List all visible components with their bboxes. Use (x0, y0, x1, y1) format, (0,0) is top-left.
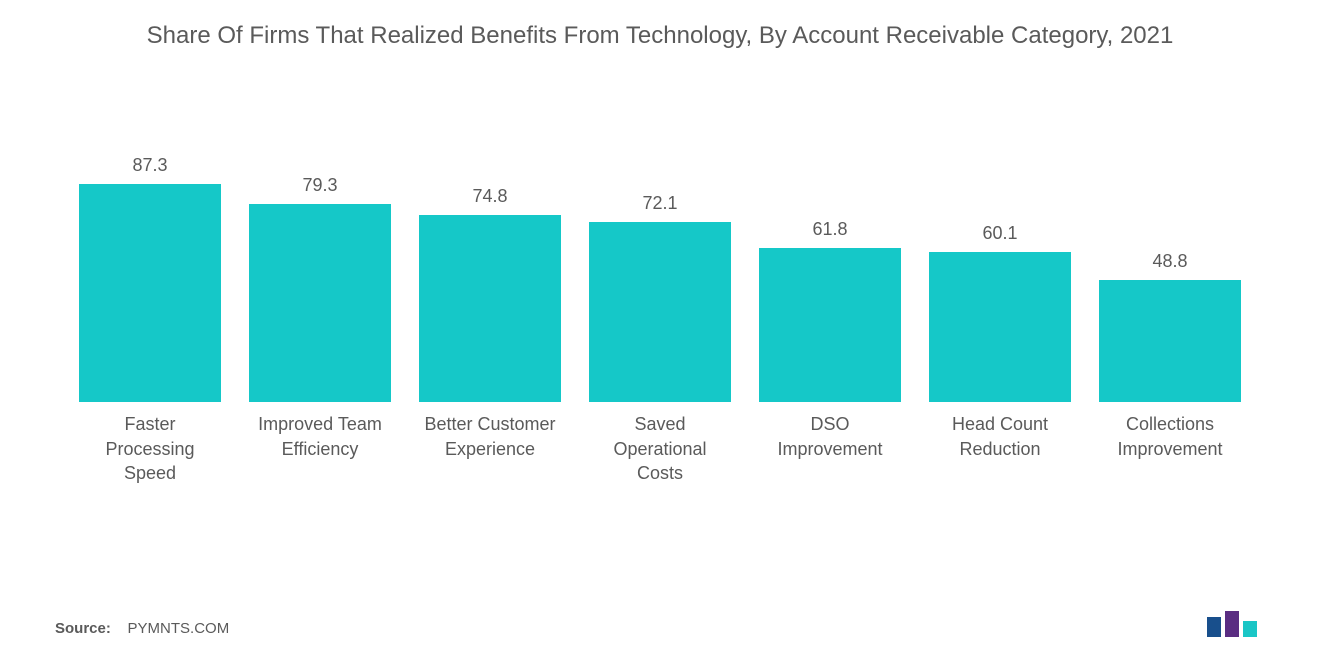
bar-value-label: 48.8 (1152, 251, 1187, 272)
bar (79, 184, 221, 402)
bar-group: 79.3 (249, 175, 391, 402)
labels-row: Faster Processing Speed Improved Team Eff… (55, 412, 1265, 485)
bar (759, 248, 901, 403)
bar-group: 72.1 (589, 193, 731, 402)
bar (249, 204, 391, 402)
bar-value-label: 79.3 (302, 175, 337, 196)
chart-container: Share Of Firms That Realized Benefits Fr… (0, 0, 1320, 665)
category-label: Better Customer Experience (419, 412, 561, 485)
bar-group: 74.8 (419, 186, 561, 402)
bar-group: 48.8 (1099, 251, 1241, 402)
bar-value-label: 87.3 (132, 155, 167, 176)
footer: Source: PYMNTS.COM (55, 609, 1265, 637)
bar-value-label: 74.8 (472, 186, 507, 207)
chart-title: Share Of Firms That Realized Benefits Fr… (110, 20, 1210, 52)
bar (419, 215, 561, 402)
bar-group: 87.3 (79, 155, 221, 402)
bar-value-label: 61.8 (812, 219, 847, 240)
source-citation: Source: PYMNTS.COM (55, 620, 229, 637)
category-label: Improved Team Efficiency (249, 412, 391, 485)
source-label: Source: (55, 620, 111, 637)
bars-row: 87.3 79.3 74.8 72.1 61.8 60.1 48.8 (55, 122, 1265, 402)
bar-group: 61.8 (759, 219, 901, 403)
bar-value-label: 72.1 (642, 193, 677, 214)
category-label: Faster Processing Speed (79, 412, 221, 485)
category-label: Head Count Reduction (929, 412, 1071, 485)
brand-logo-icon (1205, 609, 1265, 637)
category-label: Collections Improvement (1099, 412, 1241, 485)
bar (1099, 280, 1241, 402)
bar-group: 60.1 (929, 223, 1071, 402)
bar (929, 252, 1071, 402)
category-label: Saved Operational Costs (589, 412, 731, 485)
bar (589, 222, 731, 402)
bar-value-label: 60.1 (982, 223, 1017, 244)
source-value: PYMNTS.COM (128, 620, 230, 637)
chart-area: 87.3 79.3 74.8 72.1 61.8 60.1 48.8 Faster Proc… (55, 122, 1265, 532)
category-label: DSO Improvement (759, 412, 901, 485)
